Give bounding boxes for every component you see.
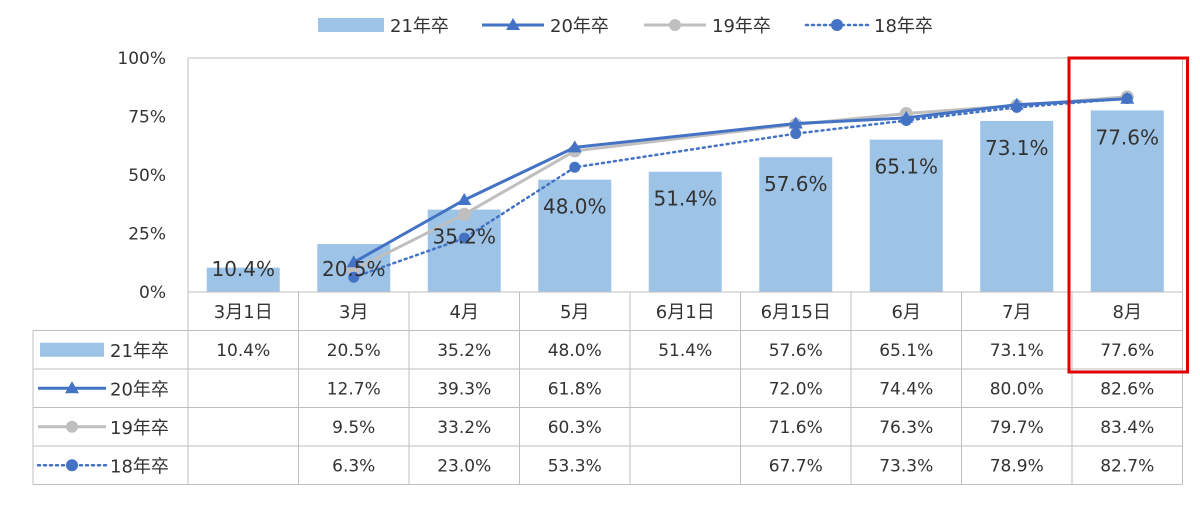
- y-tick-label: 50%: [128, 166, 166, 186]
- table-cell: 51.4%: [658, 341, 712, 361]
- table-cell: 53.3%: [548, 456, 602, 476]
- bar-data-label: 77.6%: [1095, 125, 1159, 149]
- y-tick-label: 75%: [128, 108, 166, 128]
- series-marker-1: [346, 255, 361, 268]
- series-marker-1: [567, 140, 582, 153]
- table-cell: 82.7%: [1100, 456, 1154, 476]
- legend-marker: [831, 19, 843, 31]
- series-marker-3: [348, 271, 360, 283]
- table-cell: 73.1%: [990, 341, 1044, 361]
- bar-data-label: 65.1%: [874, 155, 938, 179]
- series-marker-1: [1009, 97, 1024, 110]
- table-row-header: 19年卒: [110, 418, 169, 439]
- table-cell: 82.6%: [1100, 379, 1154, 399]
- y-tick-label: 25%: [128, 225, 166, 245]
- table-cell: 77.6%: [1100, 341, 1154, 361]
- bar-5: [648, 171, 722, 292]
- x-tick-label: 3月: [339, 302, 368, 323]
- x-tick-label: 5月: [560, 302, 589, 323]
- bar-data-label: 20.5%: [322, 257, 386, 281]
- table-cell: 20.5%: [327, 341, 381, 361]
- table-row-header: 18年卒: [110, 456, 169, 477]
- bar-data-label: 35.2%: [432, 225, 496, 249]
- x-tick-label: 3月1日: [214, 302, 273, 323]
- table-cell: 9.5%: [332, 418, 375, 438]
- table-cell: 76.3%: [879, 418, 933, 438]
- table-cell: 78.9%: [990, 456, 1044, 476]
- x-tick-label: 7月: [1002, 302, 1031, 323]
- bar-data-label: 57.6%: [764, 172, 828, 196]
- legend-swatch: [318, 18, 384, 32]
- series-marker-2: [457, 207, 471, 221]
- bar-4: [538, 179, 612, 292]
- y-tick-label: 0%: [139, 283, 166, 303]
- legend-label: 19年卒: [712, 16, 771, 37]
- highlight-box: [1067, 56, 1189, 374]
- table-row-marker: [66, 420, 78, 433]
- bar-data-label: 48.0%: [543, 195, 607, 219]
- table-cell: 35.2%: [437, 341, 491, 361]
- table-cell: 80.0%: [990, 379, 1044, 399]
- table-cell: 74.4%: [879, 379, 933, 399]
- legend-label: 18年卒: [874, 16, 933, 37]
- series-marker-1: [457, 193, 472, 206]
- table-cell: 67.7%: [769, 456, 823, 476]
- bar-3: [427, 209, 501, 292]
- table-row-marker: [66, 459, 78, 472]
- table-cell: 39.3%: [437, 379, 491, 399]
- legend-label: 21年卒: [390, 16, 449, 37]
- table-cell: 73.3%: [879, 456, 933, 476]
- series-marker-1: [1120, 91, 1135, 104]
- table-cell: 23.0%: [437, 456, 491, 476]
- series-marker-1: [899, 110, 914, 123]
- table-row-swatch: [40, 342, 104, 357]
- x-tick-label: 6月1日: [656, 302, 715, 323]
- series-marker-3: [790, 128, 802, 140]
- series-marker-3: [569, 161, 581, 173]
- x-tick-label: 6月15日: [761, 302, 831, 323]
- bar-7: [869, 139, 943, 292]
- bar-data-label: 51.4%: [653, 187, 717, 211]
- table-cell: 33.2%: [437, 418, 491, 438]
- table-cell: 6.3%: [332, 456, 375, 476]
- bar-data-label: 73.1%: [985, 136, 1049, 160]
- series-marker-3: [458, 232, 470, 244]
- table-cell: 71.6%: [769, 418, 823, 438]
- legend-marker: [506, 18, 520, 30]
- series-marker-1: [788, 116, 803, 129]
- table-cell: 79.7%: [990, 418, 1044, 438]
- table-row-header: 21年卒: [110, 341, 169, 362]
- x-tick-label: 8月: [1113, 302, 1142, 323]
- table-cell: 83.4%: [1100, 418, 1154, 438]
- bar-1: [206, 267, 280, 292]
- legend-label: 20年卒: [550, 16, 609, 37]
- table-cell: 57.6%: [769, 341, 823, 361]
- legend-marker: [669, 19, 681, 31]
- x-tick-label: 4月: [450, 302, 479, 323]
- table-row-marker: [65, 381, 79, 394]
- table-cell: 10.4%: [216, 341, 270, 361]
- table-cell: 72.0%: [769, 379, 823, 399]
- table-cell: 65.1%: [879, 341, 933, 361]
- bar-data-label: 10.4%: [211, 257, 275, 281]
- table-cell: 12.7%: [327, 379, 381, 399]
- bar-9: [1090, 110, 1164, 292]
- bar-6: [759, 157, 833, 292]
- table-cell: 60.3%: [548, 418, 602, 438]
- x-tick-label: 6月: [892, 302, 921, 323]
- table-cell: 48.0%: [548, 341, 602, 361]
- table-cell: 61.8%: [548, 379, 602, 399]
- y-tick-label: 100%: [117, 49, 166, 69]
- bar-8: [980, 120, 1054, 292]
- table-row-header: 20年卒: [110, 379, 169, 400]
